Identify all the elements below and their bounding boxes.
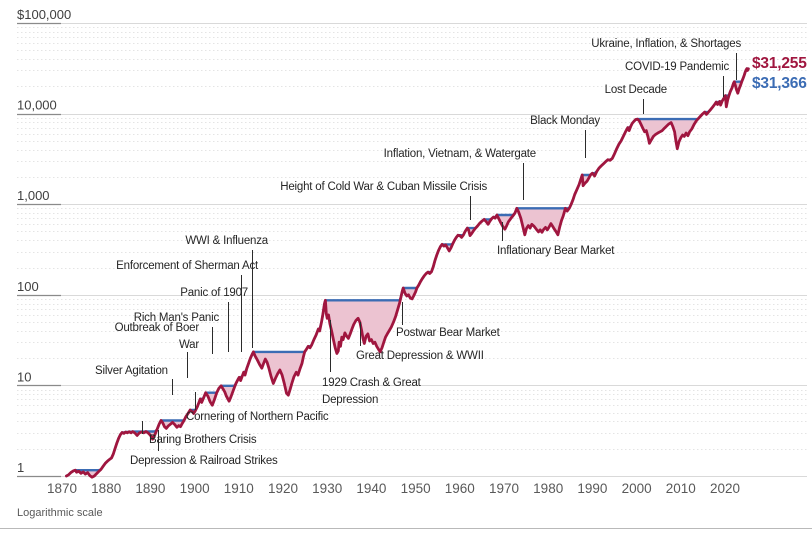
x-axis-label: 1890 bbox=[135, 481, 165, 496]
x-axis-label: 2010 bbox=[666, 481, 696, 496]
x-axis-label: 1940 bbox=[356, 481, 386, 496]
x-axis-label: 1920 bbox=[268, 481, 298, 496]
event-annotation: WWI & Influenza bbox=[185, 235, 269, 348]
event-annotation: Black Monday bbox=[530, 115, 601, 158]
event-label: War bbox=[179, 339, 199, 351]
x-axis-label: 1980 bbox=[533, 481, 563, 496]
event-label: Outbreak of Boer bbox=[115, 322, 200, 334]
event-annotation: Inflation, Vietnam, & Watergate bbox=[384, 148, 536, 200]
event-label: Cornering of Northern Pacific bbox=[186, 411, 329, 423]
y-axis-label: 1,000 bbox=[17, 188, 50, 203]
event-annotation: Postwar Bear Market bbox=[396, 302, 501, 339]
x-axis-label: 2000 bbox=[622, 481, 652, 496]
x-axis-label: 1990 bbox=[577, 481, 607, 496]
y-axis-label: 10 bbox=[17, 369, 31, 384]
gridlines bbox=[17, 22, 807, 478]
bottom-divider bbox=[0, 528, 812, 529]
event-label: Ukraine, Inflation, & Shortages bbox=[591, 38, 741, 50]
event-label: WWI & Influenza bbox=[185, 235, 268, 247]
y-axis-label: 100 bbox=[17, 279, 39, 294]
event-annotation: 1929 Crash & Great Depression bbox=[322, 320, 422, 406]
x-axis-label: 1950 bbox=[401, 481, 431, 496]
end-label-peak-value: $31,366 bbox=[752, 75, 807, 92]
event-label: Black Monday bbox=[530, 115, 600, 127]
event-label: Inflationary Bear Market bbox=[497, 245, 615, 257]
event-annotation: Height of Cold War & Cuban Missile Crisi… bbox=[280, 181, 488, 220]
event-annotation: Enforcement of Sherman Act bbox=[116, 260, 259, 352]
event-annotation: Ukraine, Inflation, & Shortages bbox=[591, 38, 742, 80]
event-annotation: Rich Man's Panic bbox=[134, 312, 220, 354]
event-label: Inflation, Vietnam, & Watergate bbox=[384, 148, 536, 160]
event-annotation: Lost Decade bbox=[605, 84, 667, 114]
event-annotation: Panic of 1907 bbox=[180, 287, 248, 352]
high-water-mark-line bbox=[65, 67, 750, 478]
x-axis-label: 1900 bbox=[180, 481, 210, 496]
event-label: 1929 Crash & Great bbox=[322, 377, 422, 389]
x-axis-label: 1910 bbox=[224, 481, 254, 496]
event-annotation: Inflationary Bear Market bbox=[497, 222, 615, 257]
event-label: Silver Agitation bbox=[95, 365, 168, 377]
event-label: Depression bbox=[322, 394, 378, 406]
price-line bbox=[65, 67, 750, 479]
x-axis-label: 2020 bbox=[710, 481, 740, 496]
event-annotation: Cornering of Northern Pacific bbox=[186, 392, 329, 423]
y-axis-label: 10,000 bbox=[17, 98, 57, 113]
event-label: Depression & Railroad Strikes bbox=[130, 455, 278, 467]
x-axis-label: 1870 bbox=[47, 481, 77, 496]
event-label: Postwar Bear Market bbox=[396, 327, 501, 339]
event-label: Height of Cold War & Cuban Missile Crisi… bbox=[280, 181, 487, 193]
event-annotation: Baring Brothers Crisis bbox=[142, 421, 257, 446]
event-label: COVID-19 Pandemic bbox=[625, 61, 729, 73]
event-annotation: Silver Agitation bbox=[95, 365, 173, 395]
event-label: Great Depression & WWII bbox=[356, 350, 484, 362]
event-label: Enforcement of Sherman Act bbox=[116, 260, 259, 272]
x-axis-label: 1970 bbox=[489, 481, 519, 496]
y-axis-labels: $100,000 10,000 1,000 100 10 1 bbox=[17, 7, 71, 475]
event-label: Panic of 1907 bbox=[180, 287, 248, 299]
x-axis-label: 1930 bbox=[312, 481, 342, 496]
event-label: Lost Decade bbox=[605, 84, 667, 96]
y-axis-label: 1 bbox=[17, 460, 24, 475]
event-label: Rich Man's Panic bbox=[134, 312, 220, 324]
event-annotation: COVID-19 Pandemic bbox=[625, 61, 730, 97]
x-axis-label: 1880 bbox=[91, 481, 121, 496]
event-label: Baring Brothers Crisis bbox=[149, 434, 257, 446]
log-scale-note: Logarithmic scale bbox=[17, 507, 103, 519]
end-label-current-value: $31,255 bbox=[752, 55, 807, 72]
x-axis-labels: 1870 1880 1890 1900 1910 1920 1930 1940 1950 1960… bbox=[47, 481, 740, 496]
y-axis-label: $100,000 bbox=[17, 7, 71, 22]
event-annotations: Ukraine, Inflation, & Shortages COVID-19 … bbox=[95, 38, 742, 467]
event-annotation: Great Depression & WWII bbox=[356, 322, 484, 362]
x-axis-label: 1960 bbox=[445, 481, 475, 496]
event-annotation: Depression & Railroad Strikes bbox=[130, 430, 278, 467]
event-annotation: Outbreak of Boer War bbox=[115, 322, 200, 378]
